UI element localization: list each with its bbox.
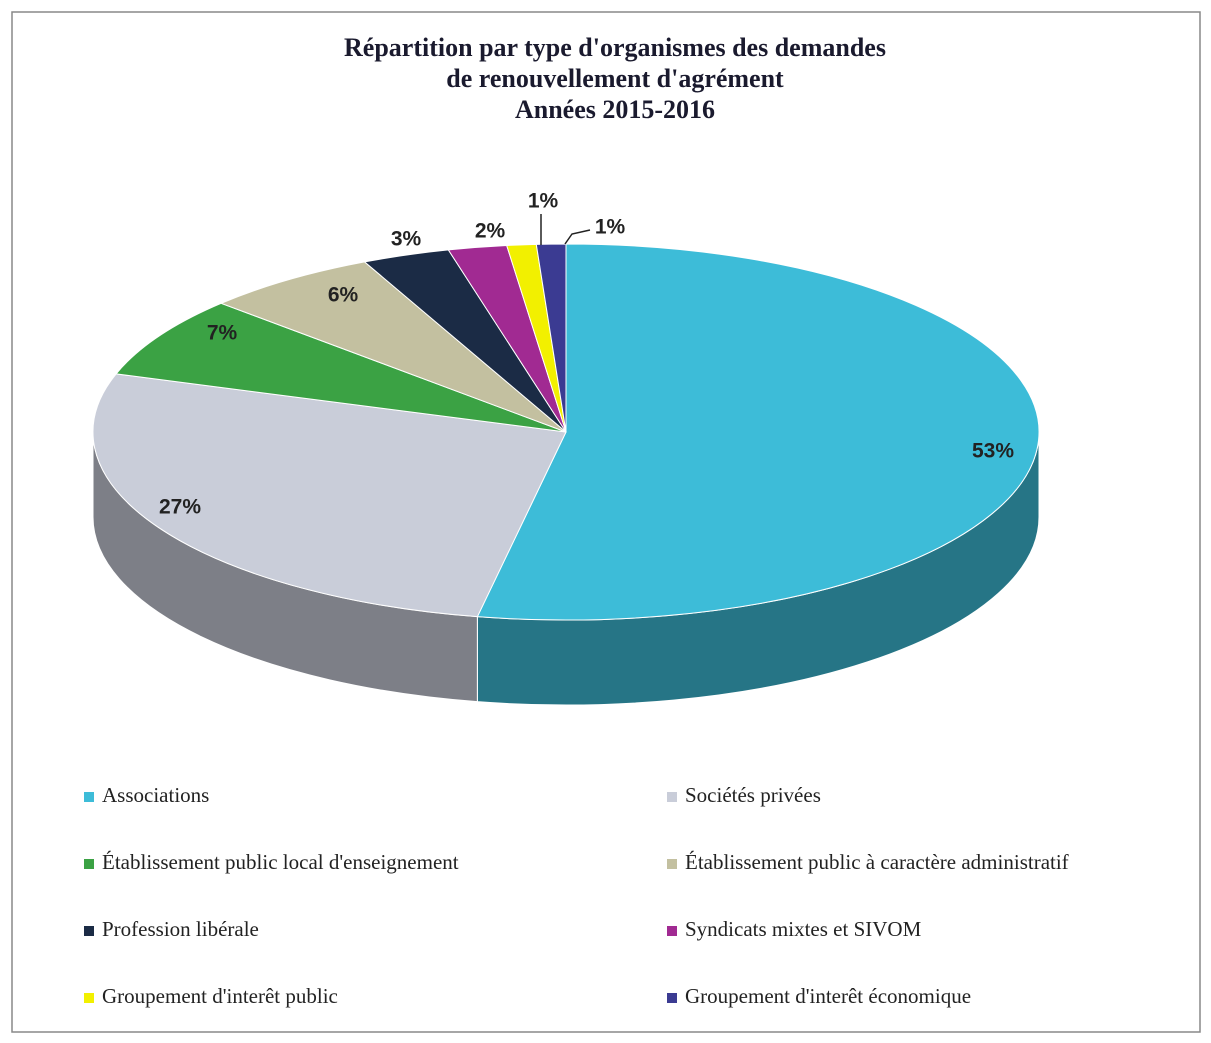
pie-slice [92,373,567,618]
legend-label: Sociétés privées [685,783,821,807]
legend-swatch [84,926,94,936]
legend-label: Établissement public à caractère adminis… [685,850,1069,874]
data-label: 6% [328,284,359,307]
data-label: 27% [159,496,201,519]
legend-label: Établissement public local d'enseignemen… [102,850,459,874]
legend-swatch [84,859,94,869]
legend-swatch [84,993,94,1003]
chart-title: Répartition par type d'organismes des de… [344,33,886,62]
legend-label: Syndicats mixtes et SIVOM [685,917,922,941]
legend-swatch [667,859,677,869]
legend-swatch [667,792,677,802]
legend-swatch [667,926,677,936]
chart-title: Années 2015-2016 [515,95,715,124]
data-label: 7% [207,322,238,345]
data-label: 1% [595,216,626,239]
legend-swatch [667,993,677,1003]
legend-label: Groupement d'interêt économique [685,984,971,1008]
data-label: 53% [972,440,1014,463]
legend-label: Groupement d'interêt public [102,984,338,1008]
data-label: 1% [528,190,559,213]
pie-slice [476,243,1040,621]
pie-slice [219,261,567,433]
legend-label: Profession libérale [102,917,259,941]
data-label: 2% [475,220,506,243]
data-label: 3% [391,228,422,251]
legend-label: Associations [102,783,209,807]
pie-slice [535,243,567,433]
chart-title: de renouvellement d'agrément [446,64,784,93]
pie-slice [115,302,567,433]
leader-line [564,229,591,245]
legend-swatch [84,792,94,802]
